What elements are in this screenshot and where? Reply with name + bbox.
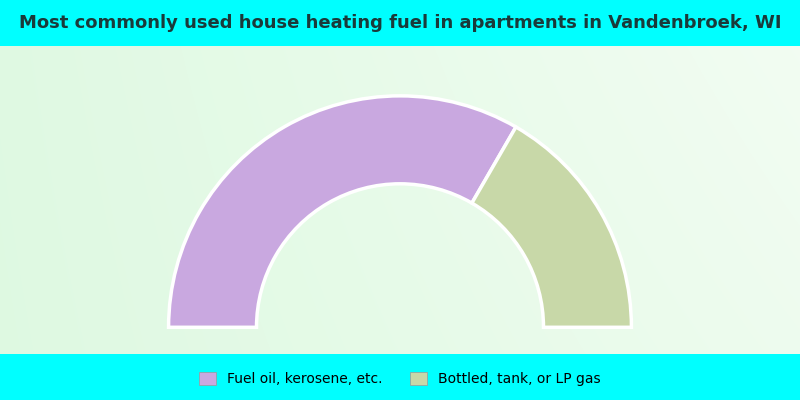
Wedge shape [169, 96, 516, 327]
Legend: Fuel oil, kerosene, etc., Bottled, tank, or LP gas: Fuel oil, kerosene, etc., Bottled, tank,… [199, 372, 601, 386]
Wedge shape [472, 127, 631, 327]
Text: Most commonly used house heating fuel in apartments in Vandenbroek, WI: Most commonly used house heating fuel in… [18, 14, 782, 32]
Text: City-Data.com: City-Data.com [662, 64, 746, 76]
